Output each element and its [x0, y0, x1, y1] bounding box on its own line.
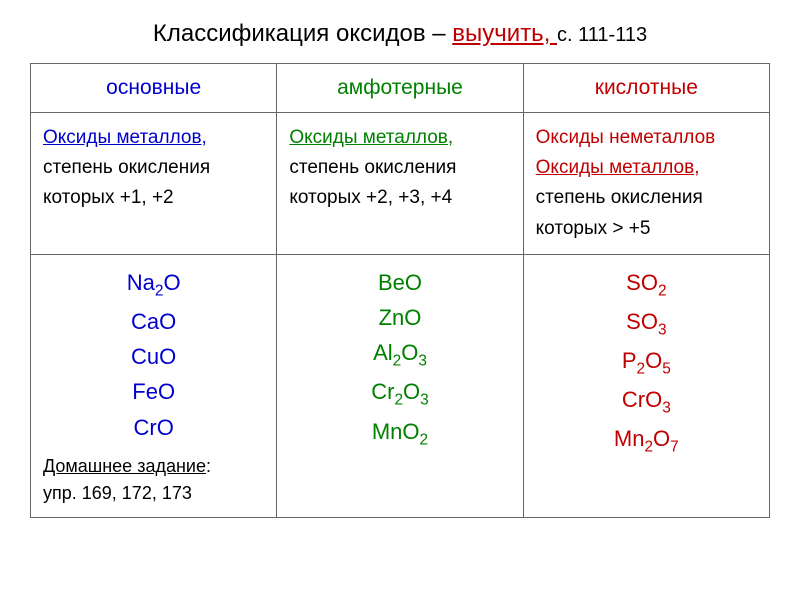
title-main: Классификация оксидов –: [153, 20, 452, 47]
table-formula-row: Na2O CaO CuO FeO CrO Домашнее задание: у…: [31, 255, 770, 518]
page-title: Классификация оксидов – выучить, с. 111-…: [30, 20, 770, 48]
desc-acid-line1: Оксиды неметаллов: [536, 127, 716, 148]
homework-text: упр. 169, 172, 173: [43, 483, 192, 503]
desc-amphoteric: Оксиды металлов, степень окисления котор…: [277, 112, 523, 255]
header-basic: основные: [31, 64, 277, 113]
formulas-acidic: SO2 SO3 P2O5 CrO3 Mn2O7: [523, 255, 769, 518]
desc-basic-link: Оксиды металлов,: [43, 127, 207, 148]
title-link: выучить,: [452, 20, 557, 47]
desc-basic-text: степень окисления которых +1, +2: [43, 157, 210, 208]
desc-amph-link: Оксиды металлов,: [289, 127, 453, 148]
homework-block: Домашнее задание: упр. 169, 172, 173: [43, 453, 264, 507]
header-acidic: кислотные: [523, 64, 769, 113]
header-amphoteric: амфотерные: [277, 64, 523, 113]
formulas-amphoteric: BeO ZnO Al2O3 Cr2O3 MnO2: [277, 255, 523, 518]
formulas-basic: Na2O CaO CuO FeO CrO Домашнее задание: у…: [31, 255, 277, 518]
oxide-table: основные амфотерные кислотные Оксиды мет…: [30, 63, 770, 518]
formula-list-basic: Na2O CaO CuO FeO CrO: [43, 265, 264, 445]
homework-label: Домашнее задание: [43, 456, 206, 476]
formula-list-amph: BeO ZnO Al2O3 Cr2O3 MnO2: [289, 265, 510, 452]
desc-acid-link: Оксиды металлов,: [536, 157, 700, 178]
table-header-row: основные амфотерные кислотные: [31, 64, 770, 113]
title-pages: с. 111-113: [557, 24, 647, 46]
desc-basic: Оксиды металлов, степень окисления котор…: [31, 112, 277, 255]
desc-amph-text: степень окисления которых +2, +3, +4: [289, 157, 456, 208]
desc-acid-text: степень окисления которых > +5: [536, 187, 703, 238]
desc-acidic: Оксиды неметаллов Оксиды металлов, степе…: [523, 112, 769, 255]
table-desc-row: Оксиды металлов, степень окисления котор…: [31, 112, 770, 255]
formula-list-acid: SO2 SO3 P2O5 CrO3 Mn2O7: [536, 265, 757, 460]
